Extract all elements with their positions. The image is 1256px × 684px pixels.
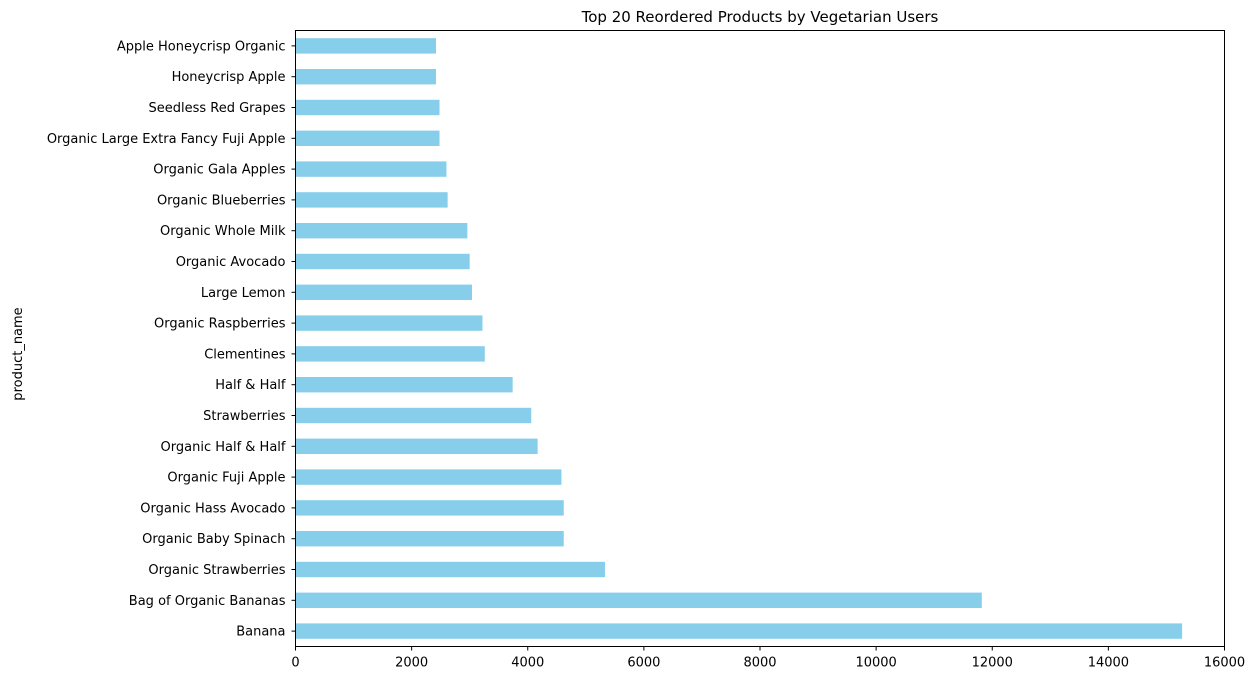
bar: [295, 346, 485, 362]
y-tick-label: Clementines: [204, 347, 286, 362]
y-tick-label: Large Lemon: [201, 286, 286, 301]
bar: [295, 438, 538, 454]
bar: [295, 69, 437, 85]
bars: [295, 38, 1183, 639]
bar: [295, 561, 605, 578]
y-tick-label: Organic Blueberries: [157, 193, 286, 208]
bar: [295, 623, 1183, 639]
y-tick-label: Organic Whole Milk: [160, 224, 286, 239]
x-tick-label: 12000: [972, 656, 1013, 671]
y-tick-label: Organic Fuji Apple: [167, 471, 285, 486]
x-tick-label: 4000: [511, 656, 544, 671]
bar: [295, 469, 562, 485]
plot-area-frame: [295, 30, 1225, 647]
y-tick-label: Organic Raspberries: [154, 317, 286, 332]
x-tick-labels: 0 2000 4000 6000 8000 10000 12000 14000 16000: [291, 646, 1245, 671]
y-tick-label: Strawberries: [203, 409, 286, 424]
bar: [295, 99, 440, 116]
bar: [295, 130, 440, 146]
x-tick-label: 10000: [855, 656, 896, 671]
y-tick-label: Organic Half & Half: [161, 440, 286, 455]
bar: [295, 192, 448, 208]
x-tick-label: 6000: [627, 656, 660, 671]
chart-title: Top 20 Reordered Products by Vegetarian …: [581, 8, 939, 26]
bar: [295, 315, 483, 331]
x-tick-label: 8000: [743, 656, 776, 671]
y-tick-label: Organic Hass Avocado: [140, 501, 285, 516]
bar: [295, 531, 564, 547]
y-tick-label: Organic Large Extra Fancy Fuji Apple: [47, 132, 286, 147]
x-tick-label: 16000: [1204, 656, 1245, 671]
bar: [295, 161, 447, 177]
x-tick-label: 14000: [1088, 656, 1129, 671]
bar: [295, 253, 470, 270]
y-tick-label: Organic Avocado: [176, 255, 286, 270]
bar: [295, 223, 468, 239]
y-tick-label: Organic Gala Apples: [153, 163, 285, 178]
bar: [295, 500, 564, 516]
y-tick-label: Apple Honeycrisp Organic: [117, 39, 286, 54]
x-tick-label: 2000: [395, 656, 428, 671]
bar: [295, 377, 513, 393]
y-tick-label: Organic Baby Spinach: [142, 532, 285, 547]
bar: [295, 38, 437, 54]
y-tick-labels: Banana Bag of Organic Bananas Organic Stra…: [47, 39, 296, 640]
y-tick-label: Banana: [236, 625, 285, 640]
y-tick-label: Bag of Organic Bananas: [129, 594, 286, 609]
bar: [295, 592, 982, 608]
bar: [295, 407, 532, 424]
y-tick-label: Organic Strawberries: [148, 563, 285, 578]
y-axis-label: product_name: [11, 307, 26, 400]
y-tick-label: Half & Half: [215, 378, 286, 393]
x-tick-label: 0: [291, 656, 299, 671]
y-tick-label: Honeycrisp Apple: [172, 70, 286, 85]
bar: [295, 284, 473, 300]
y-tick-label: Seedless Red Grapes: [148, 101, 285, 116]
